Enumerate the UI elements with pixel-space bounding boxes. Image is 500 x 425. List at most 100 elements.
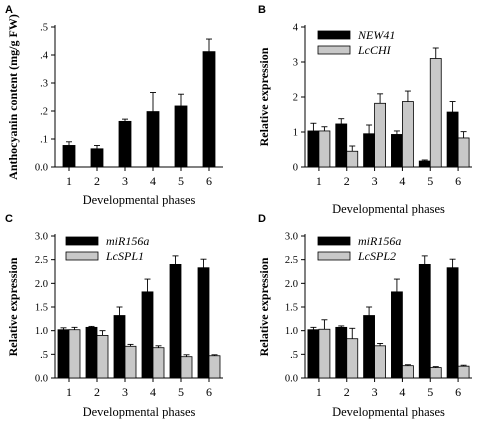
- x-tick-label: 6: [206, 385, 212, 399]
- bar: [363, 315, 375, 379]
- legend-swatch: [65, 236, 99, 246]
- y-tick-label: 1.0: [35, 326, 48, 337]
- x-tick-label: 1: [316, 385, 322, 399]
- x-tick-label: 3: [122, 385, 128, 399]
- bar: [307, 329, 320, 379]
- bar: [318, 328, 331, 379]
- y-tick-label: .3: [40, 79, 48, 90]
- y-tick-label: 0: [293, 163, 298, 174]
- bar: [152, 347, 165, 379]
- y-tick-label: 1.0: [285, 326, 298, 337]
- y-tick-label: 2.0: [35, 279, 48, 290]
- bar: [174, 105, 188, 168]
- bar: [402, 365, 414, 379]
- x-tick-label: 6: [455, 174, 461, 188]
- x-axis-label: Developmental phases: [332, 202, 445, 216]
- bar: [446, 111, 459, 168]
- y-tick-label: .5: [290, 350, 298, 361]
- bar: [446, 267, 459, 379]
- legend-label: miR156a: [358, 234, 401, 248]
- panel-c: C 0.0 .5 1.0 1.5 2.0 2.5 3.0 1 2 3 4 5 6 Developmental…: [5, 213, 223, 419]
- legend-label: NEW41: [357, 28, 395, 42]
- y-tick-label: 0.0: [35, 163, 48, 174]
- bar: [85, 326, 98, 379]
- x-tick-label: 4: [150, 385, 156, 399]
- y-tick-label: 0.0: [285, 374, 298, 385]
- x-tick-label: 6: [455, 385, 461, 399]
- y-tick-label: 3.0: [285, 232, 298, 243]
- bar: [96, 334, 109, 379]
- legend-label: miR156a: [106, 234, 149, 248]
- bar: [169, 263, 182, 379]
- bar: [335, 123, 348, 168]
- x-tick-label: 4: [399, 385, 405, 399]
- bar: [197, 267, 210, 379]
- x-tick-label: 2: [94, 385, 100, 399]
- y-axis-label: Relative expression: [257, 257, 271, 356]
- y-tick-label: 1.5: [285, 303, 298, 314]
- x-tick-label: 3: [122, 174, 128, 188]
- panel-letter: C: [5, 213, 13, 225]
- bar: [180, 356, 193, 379]
- bar: [457, 365, 470, 379]
- x-tick-label: 2: [94, 174, 100, 188]
- bar: [346, 150, 359, 168]
- bar: [202, 51, 216, 168]
- x-tick-label: 1: [66, 385, 72, 399]
- x-tick-label: 3: [372, 174, 378, 188]
- x-tick-label: 6: [206, 174, 212, 188]
- x-axis-label: Developmental phases: [332, 405, 445, 419]
- y-axis-label: Anthocyanin content (mg/g FW): [6, 14, 20, 180]
- bar: [429, 58, 442, 168]
- bar: [418, 160, 431, 168]
- y-tick-label: 2.5: [285, 255, 298, 266]
- x-tick-label: 2: [344, 174, 350, 188]
- panel-letter: A: [5, 4, 13, 16]
- y-axis-label: Relative expression: [257, 47, 271, 146]
- legend-swatch: [317, 251, 351, 261]
- bar: [374, 345, 386, 379]
- y-tick-label: 3: [293, 58, 298, 69]
- bar: [90, 148, 104, 168]
- y-tick-label: 0.0: [35, 374, 48, 385]
- x-axis-label: Developmental phases: [83, 193, 196, 207]
- bar: [457, 137, 470, 168]
- x-axis-label: Developmental phases: [83, 405, 196, 419]
- x-tick-label: 3: [372, 385, 378, 399]
- legend-swatch: [65, 251, 99, 261]
- bar: [418, 263, 431, 379]
- y-tick-label: .4: [40, 51, 49, 62]
- legend-swatch: [317, 45, 351, 55]
- bar: [208, 355, 221, 379]
- bar: [346, 338, 359, 379]
- y-axis-label: Relative expression: [6, 257, 20, 356]
- bar: [429, 367, 442, 379]
- legend-label: LcSPL1: [105, 249, 144, 263]
- bar: [124, 345, 137, 379]
- bar: [374, 102, 386, 168]
- x-tick-label: 4: [399, 174, 405, 188]
- y-tick-label: 2: [293, 93, 298, 104]
- bar: [57, 329, 70, 379]
- bar: [68, 329, 81, 379]
- legend-label: LcSPL2: [357, 249, 396, 263]
- y-tick-label: 3.0: [35, 232, 48, 243]
- y-tick-label: 4: [293, 23, 299, 34]
- bar: [141, 291, 154, 379]
- y-tick-label: .5: [40, 23, 48, 34]
- x-tick-label: 5: [427, 174, 433, 188]
- y-tick-label: .5: [40, 350, 48, 361]
- bar: [363, 133, 375, 168]
- y-tick-label: 2.0: [285, 279, 298, 290]
- x-tick-label: 1: [316, 174, 322, 188]
- y-tick-label: 2.5: [35, 255, 48, 266]
- panel-a: A 0.0 .1 .2 .3 .4 .5 1 2 3 4 5 6 Developmental phases…: [5, 4, 223, 207]
- bar: [335, 326, 348, 379]
- bar: [118, 120, 132, 168]
- legend-swatch: [317, 236, 351, 246]
- bar: [62, 145, 76, 168]
- bar: [318, 130, 331, 168]
- legend-label: LcCHI: [357, 43, 392, 57]
- panel-b: B 0 1 2 3 4 1 2 3 4 5 6 Developmental phases Relative…: [257, 4, 472, 216]
